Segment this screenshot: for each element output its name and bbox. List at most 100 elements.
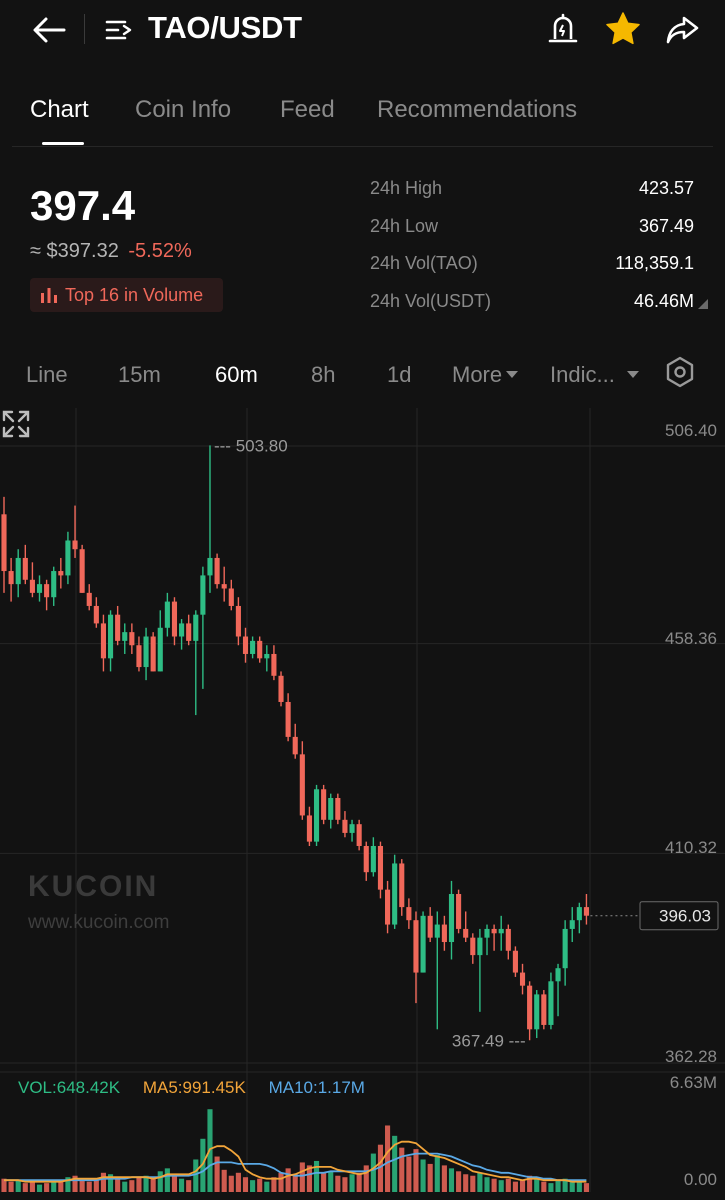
candle-body	[335, 797, 341, 820]
volume-bar	[413, 1149, 419, 1192]
volume-bar	[477, 1172, 483, 1192]
timeframe-8h[interactable]: 8h	[311, 362, 336, 387]
candle-body	[58, 571, 64, 576]
timeframe-15m[interactable]: 15m	[118, 362, 161, 387]
candle-body	[477, 937, 483, 956]
candle-body	[29, 579, 35, 593]
back-arrow-icon[interactable]	[30, 12, 70, 48]
timeframe-1d[interactable]: 1d	[387, 362, 412, 387]
candle-body	[441, 924, 447, 943]
volume-bar	[377, 1144, 384, 1192]
indicators-dropdown[interactable]: Indic...	[550, 362, 639, 388]
candle-body	[313, 789, 320, 842]
y-axis-label: 410.32	[665, 838, 717, 857]
volume-bar	[541, 1181, 547, 1192]
candle-body	[250, 640, 256, 654]
volume-bar	[306, 1165, 312, 1192]
volume-bar	[399, 1147, 405, 1192]
y-axis-label: 458.36	[665, 629, 717, 648]
candle-body	[512, 950, 518, 973]
candlestick-chart[interactable]: 506.40 458.36 410.32 362.28 --- 503.80 367.49…	[0, 408, 725, 1200]
price-change-percent: -5.52%	[128, 240, 192, 262]
section-tabs: Chart Coin Info Feed Recommendations	[0, 90, 725, 146]
volume-bar	[36, 1184, 43, 1192]
candle-body	[122, 632, 128, 641]
candle-body	[107, 614, 114, 659]
stat-24h-high: 24h High 423.57	[370, 178, 710, 216]
volume-bar	[491, 1178, 497, 1192]
active-tab-indicator	[42, 142, 84, 145]
volume-bar	[555, 1180, 561, 1192]
tab-feed[interactable]: Feed	[280, 96, 335, 123]
timeframe-60m[interactable]: 60m	[215, 362, 258, 387]
share-icon[interactable]	[664, 12, 700, 48]
volume-bar	[498, 1180, 504, 1192]
last-price: 397.4	[30, 182, 136, 229]
candle-body	[456, 894, 462, 929]
candle-body	[22, 557, 28, 580]
volume-value: VOL:648.42K	[18, 1078, 121, 1097]
candle-body	[576, 907, 582, 921]
candle-body	[491, 928, 497, 934]
tab-chart[interactable]: Chart	[30, 96, 89, 123]
candle-body	[86, 592, 92, 606]
volume-bar	[271, 1177, 277, 1192]
volume-bar	[164, 1168, 170, 1192]
timeframe-more-dropdown[interactable]: More	[452, 362, 519, 388]
candle-body	[129, 632, 135, 646]
volume-rank-badge[interactable]: Top 16 in Volume	[30, 278, 223, 312]
fullscreen-expand-icon[interactable]	[0, 408, 32, 440]
more-label: More	[452, 362, 503, 387]
candle-body	[356, 824, 362, 847]
timeframe-line[interactable]: Line	[26, 362, 68, 387]
volume-bar	[456, 1171, 462, 1192]
candle-body	[193, 614, 199, 641]
tab-recommendations[interactable]: Recommendations	[377, 96, 578, 123]
price-alert-icon[interactable]	[546, 12, 580, 46]
candle-body	[562, 928, 568, 969]
volume-bar	[548, 1183, 554, 1192]
menu-list-icon[interactable]	[104, 16, 134, 44]
approx-usd-price: ≈ $397.32	[30, 240, 119, 262]
stat-label: 24h Vol(TAO)	[370, 253, 478, 273]
candle-body	[349, 824, 355, 833]
volume-bar	[150, 1178, 156, 1192]
candle-body	[186, 623, 192, 641]
volume-bar	[356, 1172, 362, 1192]
stat-value: 367.49	[638, 215, 694, 236]
volume-bar	[370, 1153, 376, 1192]
volume-bar	[434, 1155, 440, 1192]
volume-bar	[115, 1178, 121, 1192]
candle-body	[235, 605, 241, 637]
stat-label: 24h High	[370, 178, 443, 198]
candle-body	[228, 588, 234, 606]
chart-settings-icon[interactable]	[664, 356, 696, 388]
top-bar: TAO/USDT	[0, 0, 725, 60]
stat-24h-vol-usdt[interactable]: 24h Vol(USDT) 46.46M	[370, 291, 710, 329]
volume-bar	[157, 1171, 163, 1192]
volume-bar	[221, 1169, 227, 1192]
candle-body	[214, 557, 220, 585]
tab-coin-info[interactable]: Coin Info	[135, 96, 232, 123]
bar-chart-icon	[41, 288, 57, 303]
candle-body	[171, 601, 178, 637]
volume-bar	[406, 1156, 412, 1192]
candle-body	[505, 928, 511, 951]
candle-body	[413, 920, 419, 973]
volume-axis-max: 6.63M	[670, 1073, 717, 1092]
indicators-label: Indic...	[550, 362, 615, 387]
volume-bar	[171, 1174, 178, 1192]
candle-body	[44, 584, 50, 598]
volume-bar	[58, 1181, 64, 1192]
candle-body	[257, 640, 263, 659]
volume-bar	[427, 1163, 433, 1192]
last-price-tag	[639, 901, 719, 931]
trading-pair-title[interactable]: TAO/USDT	[148, 10, 302, 45]
candle-body	[157, 627, 163, 672]
volume-bar	[470, 1175, 476, 1192]
candle-body	[51, 571, 57, 598]
candle-body	[285, 701, 291, 737]
star-icon[interactable]	[604, 10, 642, 48]
volume-bar	[583, 1183, 590, 1192]
volume-bar	[569, 1181, 575, 1192]
